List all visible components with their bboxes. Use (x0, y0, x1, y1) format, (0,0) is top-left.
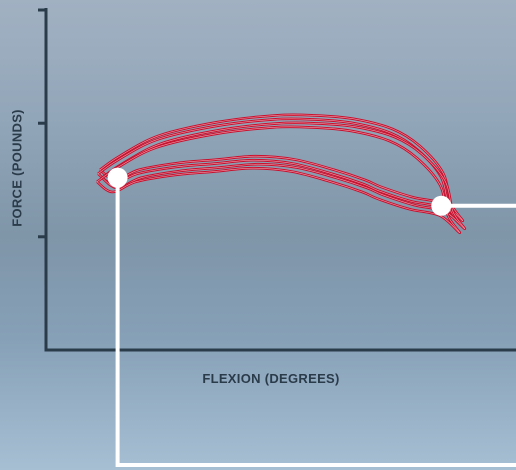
x-axis-label: FLEXION (DEGREES) (202, 371, 340, 386)
callout-marker-right (431, 195, 452, 216)
callout-line-left (115, 177, 516, 467)
force-curve-loop-1 (99, 113, 465, 223)
force-curve-highlight-1 (99, 114, 464, 222)
callout-marker-left (107, 167, 128, 188)
force-curve-highlight-3 (101, 122, 466, 230)
curves (96, 113, 467, 235)
axes (38, 8, 516, 352)
callouts (107, 167, 516, 467)
y-axis-label: FORCE (POUNDS) (9, 109, 25, 227)
force-curve-highlight-4 (96, 126, 461, 234)
